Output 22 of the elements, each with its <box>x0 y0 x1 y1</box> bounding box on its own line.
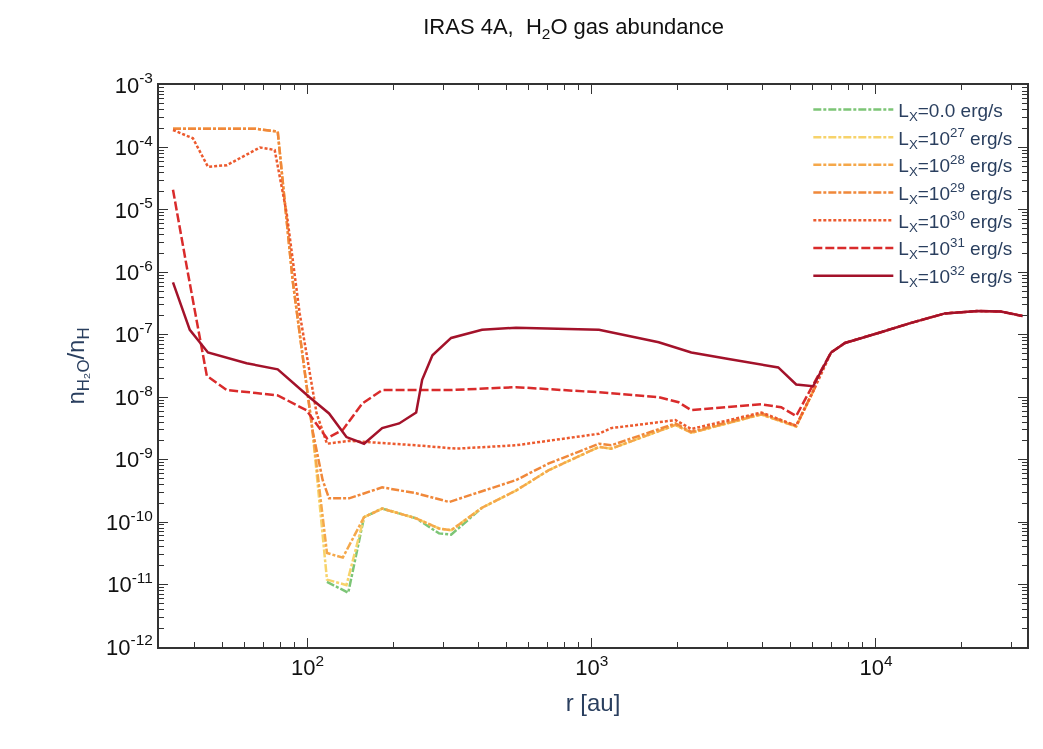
legend-label: L$_{X}$=10$^{29}$ erg/s <box>898 180 1013 207</box>
y-tick-label: 10$^{-8}$ <box>114 381 153 410</box>
x-axis-title: r [au] <box>565 688 621 716</box>
y-tick-label: 10$^{-4}$ <box>114 131 154 161</box>
legend-label: L$_{X}$=10$^{31}$ erg/s <box>898 235 1013 263</box>
y-tick-label: 10$^{-12}$ <box>106 631 153 660</box>
legend-label: L$_{X}$=10$^{28}$ erg/s <box>898 152 1013 180</box>
y-tick-label: 10$^{-5}$ <box>114 194 153 223</box>
x-tick-label: 10$^{4}$ <box>859 651 893 681</box>
legend-label: L$_{X}$=10$^{30}$ erg/s <box>898 207 1013 235</box>
y-tick-label: 10$^{-3}$ <box>114 69 153 98</box>
legend-label: L$_{X}$=0.0 erg/s <box>898 99 1003 124</box>
y-tick-label: 10$^{-9}$ <box>114 444 153 473</box>
y-tick-label: 10$^{-11}$ <box>107 569 153 598</box>
x-tick-label: 10$^{2}$ <box>291 651 325 681</box>
legend-label: L$_{X}$=10$^{27}$ erg/s <box>898 124 1013 152</box>
y-tick-label: 10$^{-7}$ <box>114 319 153 348</box>
y-tick-label: 10$^{-10}$ <box>106 506 153 535</box>
y-tick-label: 10$^{-6}$ <box>114 256 153 286</box>
legend-label: L$_{X}$=10$^{32}$ erg/s <box>898 263 1013 291</box>
x-tick-label: 10$^{3}$ <box>575 651 609 681</box>
chart-title: IRAS 4A, H$_{2}$O gas abundance <box>423 14 725 42</box>
